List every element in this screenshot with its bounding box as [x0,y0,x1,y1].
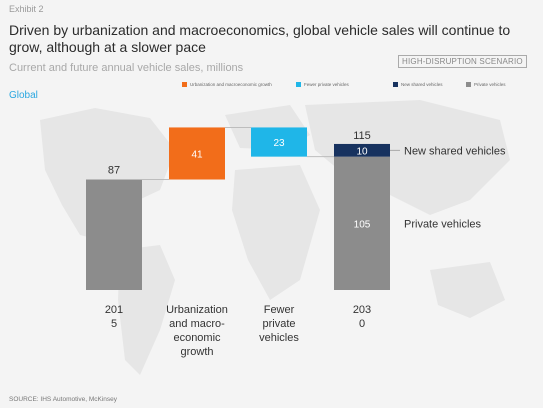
legend-swatch [393,82,398,87]
legend-item-fewer-private: Fewer private vehicles [296,82,349,87]
bar [86,179,142,290]
legend-label: New shared vehicles [401,82,443,87]
chart-marks: 87 41 23 105 10 115 New shared vehicles Private… [86,126,506,358]
legend-item-urbanization: Urbanization and macroeconomic growth [182,82,272,87]
data-label: 41 [191,149,203,160]
category-label: 0 [359,318,365,330]
legend-item-private: Private vehicles [466,82,506,87]
scenario-badge: HIGH-DISRUPTION SCENARIO [398,55,527,68]
legend-swatch [296,82,301,87]
annotation-new-shared: New shared vehicles [404,145,506,157]
legend-label: Urbanization and macroeconomic growth [190,82,272,87]
bar [334,143,390,157]
category-label: and macro- [169,318,225,330]
chart-title: Driven by urbanization and macroeconomic… [9,22,511,55]
data-label: 23 [273,138,285,149]
category-label: growth [180,346,213,358]
bar [169,127,225,180]
bar [251,127,307,157]
category-label: economic [173,332,221,344]
source-note: SOURCE: IHS Automotive, McKinsey [9,396,118,403]
legend-label: Private vehicles [474,82,506,87]
annotation-private: Private vehicles [404,218,482,230]
category-label: Urbanization [166,304,228,316]
category-label: private [262,318,295,330]
legend-swatch [466,82,471,87]
region-label: Global [9,90,38,101]
data-label: 87 [108,165,120,177]
category-label: Fewer [264,304,295,316]
data-label: 105 [354,219,371,230]
category-label: 201 [105,304,123,316]
legend-item-new-shared: New shared vehicles [393,82,443,87]
chart-subtitle: Current and future annual vehicle sales,… [9,62,244,74]
bar [334,156,390,290]
category-label: vehicles [259,332,299,344]
category-label: 5 [111,318,117,330]
data-label: 10 [356,146,368,157]
legend-label: Fewer private vehicles [304,82,349,87]
exhibit-label: Exhibit 2 [9,4,44,14]
category-label: 203 [353,304,371,316]
world-map-background [40,100,510,375]
total-label: 115 [353,130,371,142]
legend-swatch [182,82,187,87]
